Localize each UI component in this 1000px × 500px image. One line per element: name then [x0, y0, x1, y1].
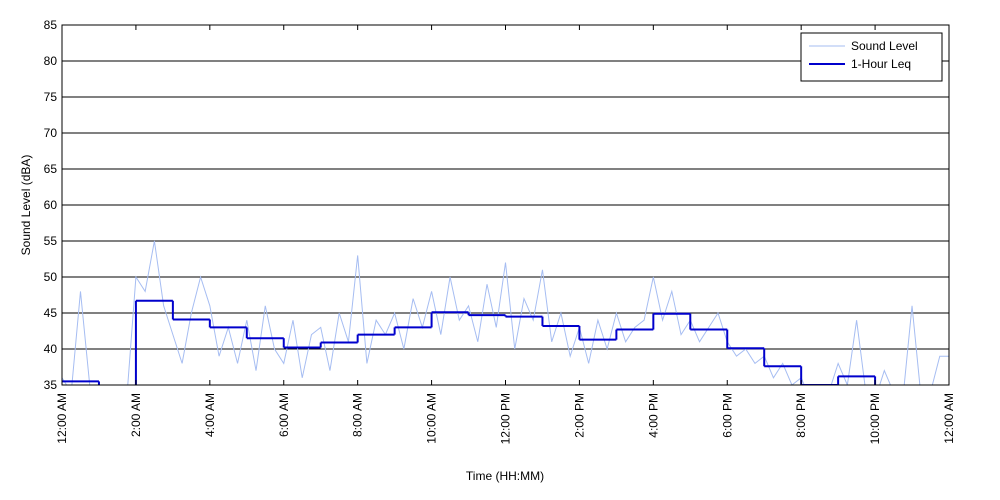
y-tick-label: 40 [44, 342, 58, 356]
x-tick-label: 12:00 AM [942, 393, 956, 444]
y-tick-label: 50 [44, 270, 58, 284]
x-tick-label: 10:00 AM [425, 393, 439, 444]
x-tick-label: 2:00 PM [572, 393, 586, 438]
legend-label: 1-Hour Leq [851, 57, 911, 71]
x-axis-label: Time (HH:MM) [466, 469, 544, 483]
y-tick-label: 65 [44, 162, 58, 176]
legend-label: Sound Level [851, 39, 918, 53]
y-tick-label: 70 [44, 126, 58, 140]
y-tick-label: 75 [44, 90, 58, 104]
x-tick-label: 6:00 PM [720, 393, 734, 438]
x-tick-label: 12:00 AM [55, 393, 69, 444]
x-tick-label: 8:00 AM [351, 393, 365, 437]
x-tick-label: 4:00 AM [203, 393, 217, 437]
x-tick-label: 8:00 PM [794, 393, 808, 438]
legend-box [800, 32, 943, 82]
y-axis-label: Sound Level (dBA) [19, 155, 33, 256]
y-tick-label: 60 [44, 198, 58, 212]
x-tick-label: 12:00 PM [499, 393, 513, 444]
x-tick-label: 10:00 PM [868, 393, 882, 444]
y-tick-label: 35 [44, 378, 58, 392]
x-tick-label: 6:00 AM [277, 393, 291, 437]
x-tick-label: 4:00 PM [646, 393, 660, 438]
x-tick-label: 2:00 AM [129, 393, 143, 437]
y-tick-label: 85 [44, 18, 58, 32]
y-tick-label: 45 [44, 306, 58, 320]
y-tick-label: 55 [44, 234, 58, 248]
y-tick-label: 80 [44, 54, 58, 68]
